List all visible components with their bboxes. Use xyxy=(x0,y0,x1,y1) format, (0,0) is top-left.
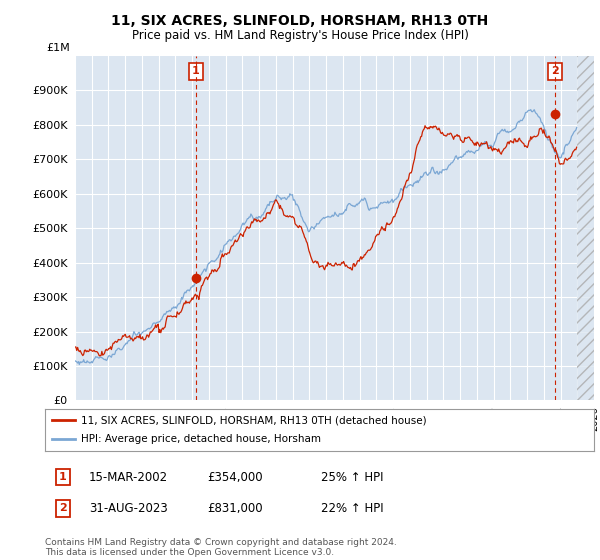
Text: 22% ↑ HPI: 22% ↑ HPI xyxy=(321,502,383,515)
Text: £1M: £1M xyxy=(46,43,70,53)
Text: £831,000: £831,000 xyxy=(207,502,263,515)
Text: Price paid vs. HM Land Registry's House Price Index (HPI): Price paid vs. HM Land Registry's House … xyxy=(131,29,469,42)
Text: 2: 2 xyxy=(551,66,559,76)
Text: 1: 1 xyxy=(192,66,200,76)
Text: 11, SIX ACRES, SLINFOLD, HORSHAM, RH13 0TH: 11, SIX ACRES, SLINFOLD, HORSHAM, RH13 0… xyxy=(112,14,488,28)
Text: Contains HM Land Registry data © Crown copyright and database right 2024.
This d: Contains HM Land Registry data © Crown c… xyxy=(45,538,397,557)
Text: HPI: Average price, detached house, Horsham: HPI: Average price, detached house, Hors… xyxy=(80,435,320,445)
Text: 1: 1 xyxy=(59,472,67,482)
Text: 15-MAR-2002: 15-MAR-2002 xyxy=(89,470,168,484)
Text: 25% ↑ HPI: 25% ↑ HPI xyxy=(321,470,383,484)
Text: 31-AUG-2023: 31-AUG-2023 xyxy=(89,502,167,515)
Bar xyxy=(577,56,594,400)
Text: £354,000: £354,000 xyxy=(207,470,263,484)
Text: 11, SIX ACRES, SLINFOLD, HORSHAM, RH13 0TH (detached house): 11, SIX ACRES, SLINFOLD, HORSHAM, RH13 0… xyxy=(80,415,427,425)
Text: 2: 2 xyxy=(59,503,67,514)
